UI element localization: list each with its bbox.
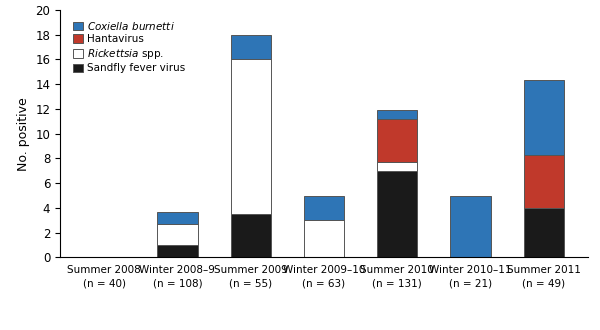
Bar <box>157 245 197 257</box>
Bar <box>304 195 344 220</box>
Bar <box>230 35 271 59</box>
Bar <box>304 220 344 257</box>
Bar <box>157 224 197 245</box>
Y-axis label: No. positive: No. positive <box>17 97 30 171</box>
Bar <box>157 212 197 224</box>
Bar <box>377 162 418 171</box>
Bar <box>524 155 564 208</box>
Legend: $\it{Coxiella\ burnetti}$, Hantavirus, $\it{Rickettsia}$ spp., Sandfly fever vir: $\it{Coxiella\ burnetti}$, Hantavirus, $… <box>70 17 187 76</box>
Bar <box>377 110 418 119</box>
Bar <box>377 171 418 257</box>
Bar <box>524 208 564 257</box>
Bar <box>230 59 271 214</box>
Bar <box>524 81 564 155</box>
Bar <box>451 195 491 257</box>
Bar <box>377 119 418 162</box>
Bar <box>230 214 271 257</box>
